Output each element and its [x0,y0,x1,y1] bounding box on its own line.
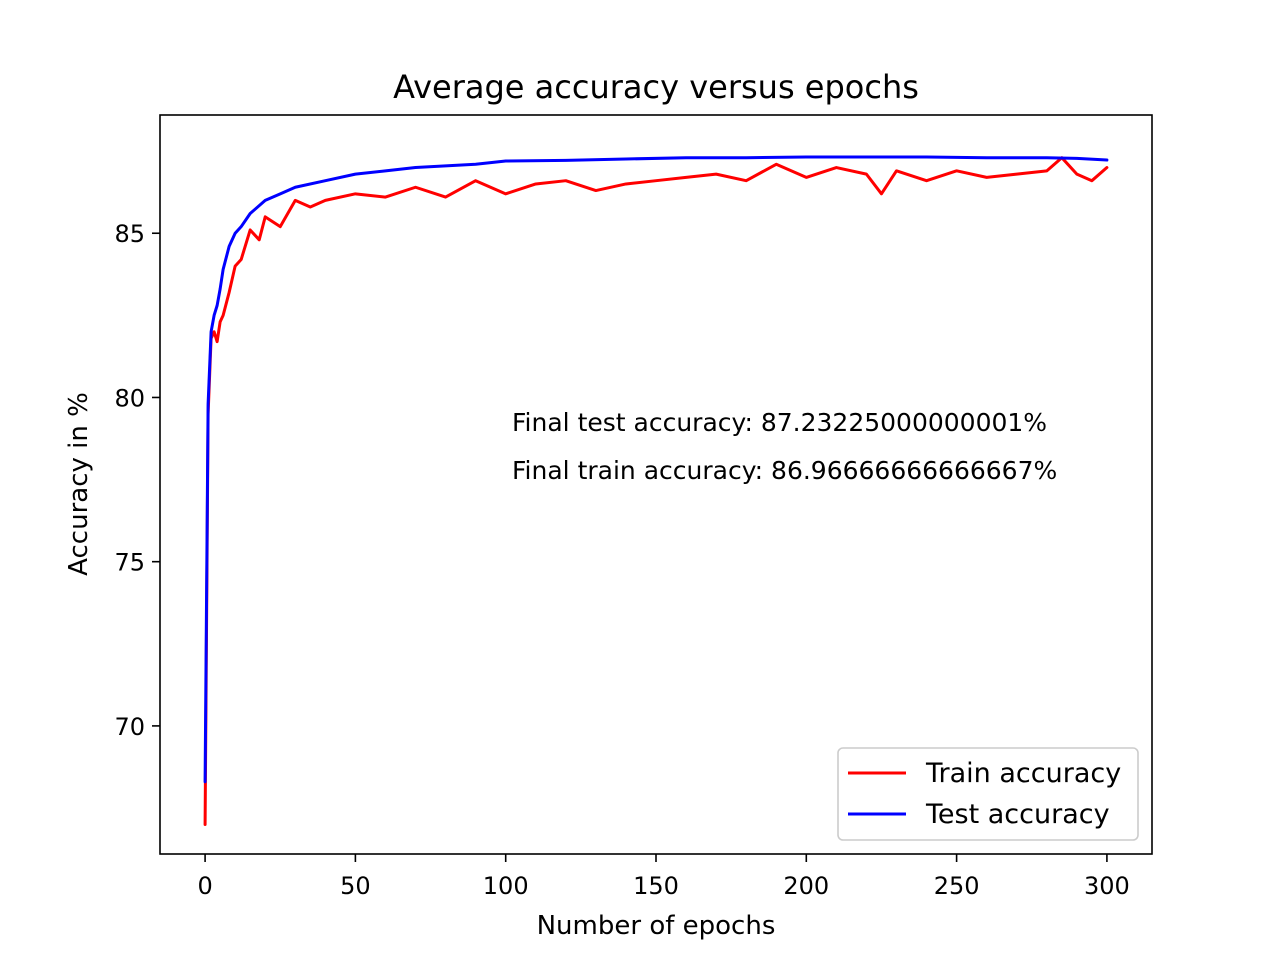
chart-title: Average accuracy versus epochs [393,68,919,106]
x-tick-label: 200 [783,872,829,900]
x-tick-label: 300 [1084,872,1130,900]
series-line-train [203,156,1109,826]
y-tick-label: 75 [114,549,145,577]
annotation-final-train: Final train accuracy: 86.96666666666667% [512,456,1057,485]
legend: Train accuracy Test accuracy [837,747,1139,841]
x-tick-label: 100 [483,872,529,900]
legend-box [837,747,1139,841]
legend-label-train: Train accuracy [925,758,1121,789]
y-tick-label: 80 [114,384,145,412]
y-tick-label: 85 [114,220,145,248]
series-line-test [203,155,1109,784]
x-axis: 0 50 100 150 200 250 300 [197,854,1130,900]
x-tick-label: 0 [197,872,212,900]
y-axis-label: Accuracy in % [64,392,94,576]
x-tick-label: 150 [633,872,679,900]
annotation-final-test: Final test accuracy: 87.23225000000001% [512,408,1047,437]
x-tick-label: 250 [934,872,980,900]
y-axis: 70 75 80 85 [114,220,160,741]
x-tick-label: 50 [340,872,371,900]
x-axis-label: Number of epochs [537,911,776,941]
y-tick-label: 70 [114,713,145,741]
legend-label-test: Test accuracy [925,799,1110,830]
series-layer [203,155,1109,826]
